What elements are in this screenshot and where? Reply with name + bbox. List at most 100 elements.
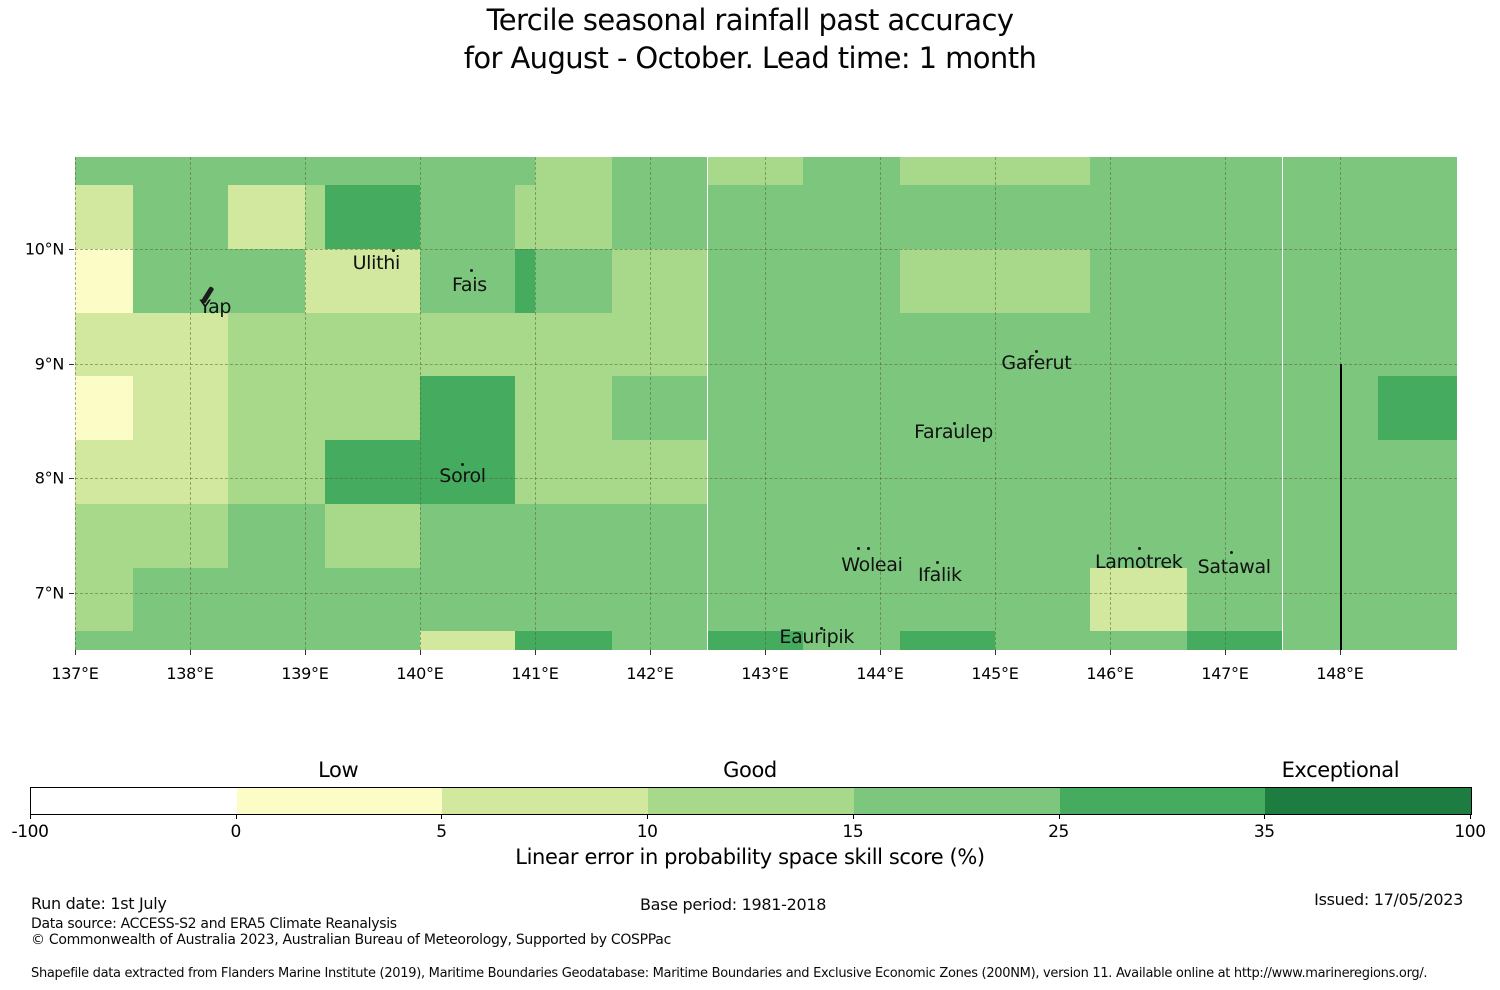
grid-cell: [1187, 630, 1283, 650]
x-tick-mark: [535, 650, 536, 655]
x-tick-label: 139°E: [281, 664, 329, 683]
grid-cell: [1377, 440, 1457, 504]
x-tick-mark: [650, 650, 651, 655]
grid-cell: [420, 440, 516, 504]
grid-cell-patch: [535, 157, 613, 185]
y-tick-mark: [69, 363, 74, 365]
y-tick-mark: [69, 248, 74, 250]
grid-cell: [1282, 630, 1378, 650]
colorbar-tick-mark: [1058, 814, 1060, 819]
colorbar-segment-25–35: [1059, 788, 1266, 814]
colorbar-segment-15–25: [853, 788, 1060, 814]
y-tick-label: 7°N: [34, 583, 65, 603]
grid-cell: [899, 248, 995, 314]
grid-cell: [802, 440, 900, 504]
x-tick-mark: [420, 650, 421, 655]
island-label-fais: Fais: [452, 273, 487, 296]
grid-cell: [612, 630, 708, 650]
grid-cell: [227, 313, 325, 377]
grid-cell: [75, 567, 133, 631]
grid-cell: [324, 630, 420, 650]
meridian-gridline: [1110, 157, 1111, 650]
grid-cell: [995, 440, 1091, 504]
grid-cell: [324, 157, 420, 185]
grid-cell: [1090, 184, 1188, 249]
meridian-gridline: [190, 157, 191, 650]
grid-cell: [1090, 503, 1188, 568]
grid-cell: [1187, 157, 1283, 185]
grid-cell: [515, 503, 613, 568]
grid-cell: [612, 313, 708, 377]
grid-cell: [75, 376, 133, 441]
island-marker-dot: [953, 421, 957, 425]
colorbar-tick-mark: [852, 814, 854, 819]
meridian-gridline: [420, 157, 421, 650]
grid-cell: [515, 313, 613, 377]
grid-cell: [899, 503, 995, 568]
grid-cell: [1377, 630, 1457, 650]
colorbar-tick-label: 15: [842, 822, 864, 842]
grid-cell: [802, 157, 900, 185]
island-marker-dot: [470, 269, 474, 273]
x-tick-mark: [75, 650, 76, 655]
y-tick-label: 10°N: [24, 239, 64, 259]
grid-cell: [1377, 503, 1457, 568]
x-tick-label: 148°E: [1316, 664, 1364, 683]
grid-cell: [75, 630, 133, 650]
grid-cell: [995, 567, 1091, 631]
x-tick-label: 147°E: [1201, 664, 1249, 683]
x-tick-mark: [1225, 650, 1226, 655]
grid-cell: [420, 376, 516, 441]
grid-cell: [132, 376, 228, 441]
grid-cell: [612, 376, 708, 441]
grid-cell: [227, 376, 325, 441]
colorbar-segment-10–15: [648, 788, 854, 814]
copyright-text: © Commonwealth of Australia 2023, Austra…: [31, 932, 671, 948]
x-tick-mark: [1340, 650, 1341, 655]
colorbar-label-exceptional: Exceptional: [1281, 758, 1400, 782]
grid-cell: [1187, 567, 1283, 631]
meridian-gridline: [535, 157, 536, 650]
y-tick-mark: [69, 478, 74, 480]
grid-cell: [707, 630, 803, 650]
grid-cell: [227, 630, 325, 650]
island-marker-dot: [1034, 349, 1038, 353]
x-tick-mark: [1110, 650, 1111, 655]
grid-cell: [612, 567, 708, 631]
x-tick-label: 138°E: [166, 664, 214, 683]
colorbar-segment-0–5: [236, 788, 443, 814]
grid-cell: [1090, 157, 1188, 185]
x-tick-label: 140°E: [396, 664, 444, 683]
grid-cell: [420, 503, 516, 568]
island-label-faraulep: Faraulep: [914, 421, 994, 444]
x-tick-label: 145°E: [971, 664, 1019, 683]
grid-cell: [75, 248, 133, 314]
grid-cell-patch: [515, 248, 535, 314]
colorbar-segment-35–100: [1265, 788, 1471, 814]
colorbar-tick-label: -100: [11, 822, 49, 842]
grid-cell: [420, 157, 516, 185]
grid-cell: [324, 376, 420, 441]
island-label-gaferut: Gaferut: [1001, 351, 1072, 374]
colorbar-tick-mark: [1470, 814, 1471, 819]
grid-cell: [132, 157, 228, 185]
grid-cell: [1377, 313, 1457, 377]
grid-cell: [515, 630, 613, 650]
grid-cell: [1090, 313, 1188, 377]
grid-cell: [1187, 313, 1283, 377]
island-marker-dot: [1230, 551, 1234, 555]
grid-cell: [1282, 184, 1378, 249]
grid-cell: [1187, 376, 1283, 441]
grid-cell: [802, 313, 900, 377]
grid-cell: [1090, 248, 1188, 314]
grid-cell: [75, 313, 133, 377]
meridian-gridline: [1225, 157, 1226, 650]
grid-cell: [420, 567, 516, 631]
island-label-woleai: Woleai: [841, 554, 903, 577]
grid-cell: [995, 313, 1091, 377]
grid-cell: [420, 313, 516, 377]
grid-cell: [1282, 503, 1378, 568]
x-tick-mark: [190, 650, 191, 655]
grid-cell: [899, 630, 995, 650]
colorbar-segment-5–10: [442, 788, 649, 814]
